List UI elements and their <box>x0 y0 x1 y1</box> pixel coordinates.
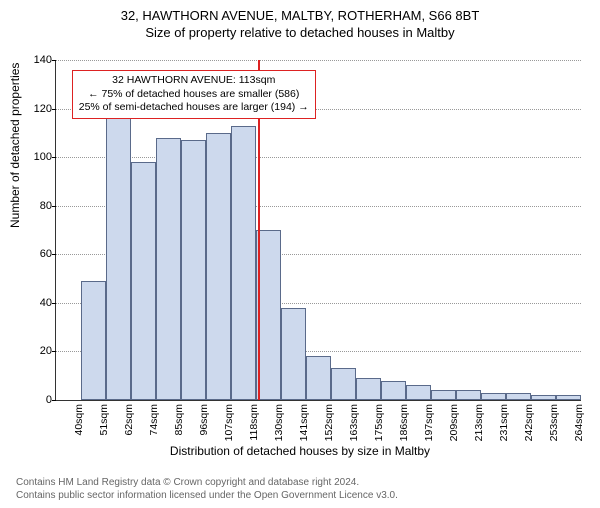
x-tick-label: 197sqm <box>423 404 435 441</box>
histogram-bar <box>281 308 306 400</box>
x-tick-label: 186sqm <box>398 404 410 441</box>
x-tick-label: 51sqm <box>98 404 110 436</box>
x-axis-label: Distribution of detached houses by size … <box>0 444 600 458</box>
y-tick-mark <box>52 206 56 207</box>
x-tick-label: 130sqm <box>273 404 285 441</box>
y-tick-mark <box>52 157 56 158</box>
annotation-line3: 25% of semi-detached houses are larger (… <box>79 101 309 115</box>
x-tick-label: 85sqm <box>173 404 185 436</box>
x-tick-label: 107sqm <box>223 404 235 441</box>
x-tick-label: 152sqm <box>323 404 335 441</box>
histogram-bar <box>306 356 331 400</box>
gridline <box>56 60 581 61</box>
x-tick-label: 96sqm <box>198 404 210 436</box>
x-tick-label: 118sqm <box>248 404 260 441</box>
y-tick-mark <box>52 351 56 352</box>
y-tick-label: 140 <box>22 54 52 66</box>
x-tick-label: 74sqm <box>148 404 160 436</box>
histogram-bar <box>106 113 131 400</box>
histogram-bar <box>506 393 531 400</box>
footer-line2: Contains public sector information licen… <box>16 489 398 502</box>
x-tick-label: 264sqm <box>573 404 585 441</box>
histogram-bar <box>406 385 431 400</box>
y-tick-mark <box>52 60 56 61</box>
histogram-bar <box>556 395 581 400</box>
histogram-bar <box>356 378 381 400</box>
histogram-bar <box>156 138 181 400</box>
annotation-line2: ← 75% of detached houses are smaller (58… <box>79 88 309 102</box>
y-tick-label: 40 <box>22 297 52 309</box>
histogram-bar <box>381 381 406 400</box>
x-tick-label: 242sqm <box>523 404 535 441</box>
footer-line1: Contains HM Land Registry data © Crown c… <box>16 476 398 489</box>
y-tick-mark <box>52 254 56 255</box>
y-axis-label: Number of detached properties <box>8 63 22 228</box>
x-tick-label: 141sqm <box>298 404 310 441</box>
histogram-bar <box>81 281 106 400</box>
annotation-box: 32 HAWTHORN AVENUE: 113sqm← 75% of detac… <box>72 70 316 119</box>
y-tick-label: 120 <box>22 103 52 115</box>
histogram-chart: 02040608010012014040sqm51sqm62sqm74sqm85… <box>55 60 581 401</box>
x-tick-label: 213sqm <box>473 404 485 441</box>
x-tick-label: 209sqm <box>448 404 460 441</box>
x-tick-label: 40sqm <box>73 404 85 436</box>
y-tick-label: 20 <box>22 345 52 357</box>
histogram-bar <box>206 133 231 400</box>
y-tick-label: 80 <box>22 200 52 212</box>
histogram-bar <box>531 395 556 400</box>
histogram-bar <box>431 390 456 400</box>
y-tick-label: 100 <box>22 151 52 163</box>
x-tick-label: 62sqm <box>123 404 135 436</box>
y-tick-label: 60 <box>22 248 52 260</box>
x-tick-label: 231sqm <box>498 404 510 441</box>
y-tick-mark <box>52 109 56 110</box>
y-tick-mark <box>52 400 56 401</box>
histogram-bar <box>481 393 506 400</box>
footer-attribution: Contains HM Land Registry data © Crown c… <box>16 476 398 502</box>
annotation-line1: 32 HAWTHORN AVENUE: 113sqm <box>79 74 309 88</box>
title-main: 32, HAWTHORN AVENUE, MALTBY, ROTHERHAM, … <box>0 8 600 23</box>
y-tick-label: 0 <box>22 394 52 406</box>
title-sub: Size of property relative to detached ho… <box>0 25 600 40</box>
gridline <box>56 157 581 158</box>
x-tick-label: 163sqm <box>348 404 360 441</box>
x-tick-label: 175sqm <box>373 404 385 441</box>
histogram-bar <box>181 140 206 400</box>
histogram-bar <box>131 162 156 400</box>
histogram-bar <box>456 390 481 400</box>
y-tick-mark <box>52 303 56 304</box>
histogram-bar <box>331 368 356 400</box>
x-tick-label: 253sqm <box>548 404 560 441</box>
histogram-bar <box>231 126 256 400</box>
